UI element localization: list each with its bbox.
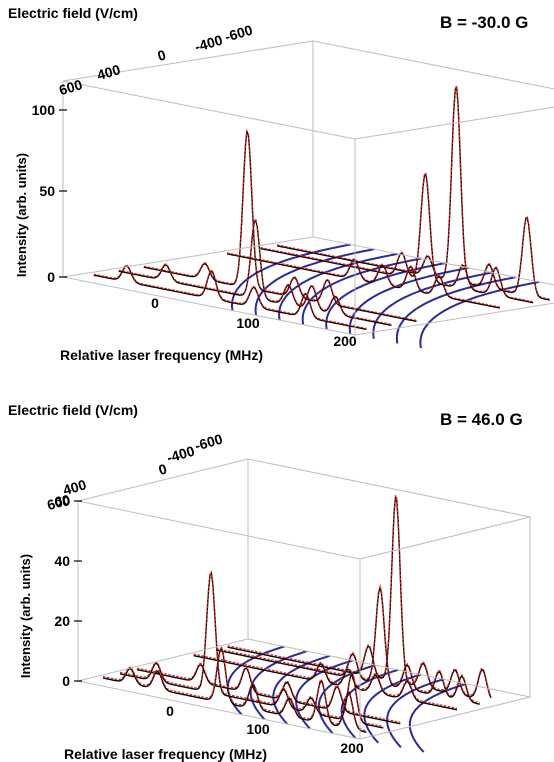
bounding-box (62, 40, 554, 336)
spectrum-fit (102, 647, 367, 733)
transition-curves (226, 645, 467, 753)
transition-curve (395, 276, 516, 344)
spectrum-data (260, 171, 534, 303)
spectrum-data (102, 646, 367, 732)
z-axis-label: Intensity (arb. units) (14, 153, 29, 277)
x-tick-label: 0 (151, 295, 159, 311)
y-tick-label: -400 (165, 443, 197, 466)
transition-curve (386, 678, 444, 749)
z-tick-label: 20 (54, 613, 70, 629)
z-axis: 0 20 40 60 (54, 493, 82, 689)
spectrum-fit (143, 129, 417, 322)
box-front-face (77, 500, 361, 740)
x-axis: 0 100 200 (151, 295, 357, 349)
chart-title: B = 46.0 G (440, 410, 523, 429)
z-axis: 0 50 100 (32, 102, 67, 285)
spectrum-fit (276, 86, 550, 301)
z-tick-label: 0 (62, 673, 70, 689)
spectrum-data (118, 218, 392, 325)
z-tick-label: 100 (32, 102, 56, 118)
z-tick-label: 40 (54, 553, 70, 569)
y-tick-label: 400 (95, 61, 122, 83)
x-tick-label: 100 (236, 315, 260, 331)
y-axis-label: Electric field (V/cm) (8, 402, 138, 418)
spectra (93, 83, 550, 330)
x-tick-label: 200 (340, 740, 364, 756)
spectra (102, 495, 492, 733)
y-tick-label: -600 (193, 431, 225, 454)
spectrum-data (143, 128, 417, 321)
spectrum-fit (136, 664, 401, 725)
spectrum-data (193, 653, 458, 709)
spectrum-fit (118, 219, 392, 326)
box-edge (354, 302, 554, 336)
box-back-face (247, 458, 531, 698)
y-tick-label: 400 (61, 476, 88, 498)
chart-top-svg: 0 50 100 0 100 200 600 400 0 -400-600 B = -30.0 G E… (8, 5, 554, 363)
x-tick-label: 200 (333, 333, 357, 349)
spectrum-data (227, 252, 500, 308)
y-tick-label: 0 (156, 46, 168, 64)
spectrum-data (227, 495, 492, 697)
y-tick-label: 600 (57, 76, 84, 98)
x-axis-label: Relative laser frequency (MHz) (64, 746, 267, 762)
x-tick-label: 0 (166, 703, 174, 719)
x-tick-label: 100 (246, 721, 270, 737)
y-axis-label: Electric field (V/cm) (8, 5, 138, 21)
spectrum-fit (119, 571, 384, 729)
box-edge (359, 516, 531, 560)
z-tick-label: 50 (39, 183, 55, 199)
x-axis-label: Relative laser frequency (MHz) (60, 347, 263, 363)
box-edge (359, 696, 531, 740)
y-axis: 600 400 0 -400-600 (57, 22, 254, 99)
spectrum-fit (93, 265, 367, 330)
box-front-face (62, 80, 356, 336)
box-back-face (312, 40, 554, 286)
y-tick-label: 0 (157, 460, 169, 478)
x-axis: 0 100 200 (166, 703, 364, 756)
chart-title: B = -30.0 G (440, 13, 528, 32)
spectrum-data (277, 83, 550, 300)
transition-curve (408, 682, 467, 753)
box-edge (354, 106, 554, 140)
chart-top: 0 50 100 0 100 200 600 400 0 -400 -600 B = -30.0 G E… (8, 5, 554, 363)
transition-curves (231, 243, 540, 349)
box-edge (77, 458, 249, 502)
box-edge (62, 236, 314, 278)
spectrum-data (93, 264, 367, 329)
transition-curve (363, 673, 422, 744)
box-edge (62, 40, 314, 82)
spectrum-data (119, 570, 384, 728)
y-tick-label: 600 (45, 491, 72, 513)
y-tick-label: -400 (193, 32, 225, 55)
y-tick-label: -600 (223, 22, 255, 45)
z-axis-label: Intensity (arb. units) (18, 554, 33, 678)
bounding-box (77, 458, 531, 740)
transition-curve (348, 266, 469, 335)
spectrum-fit (226, 253, 500, 309)
spectrum-data (216, 583, 480, 704)
spectrum-data (136, 662, 401, 723)
box-edge (77, 638, 249, 682)
z-tick-label: 60 (54, 493, 70, 509)
z-tick-label: 0 (47, 269, 55, 285)
